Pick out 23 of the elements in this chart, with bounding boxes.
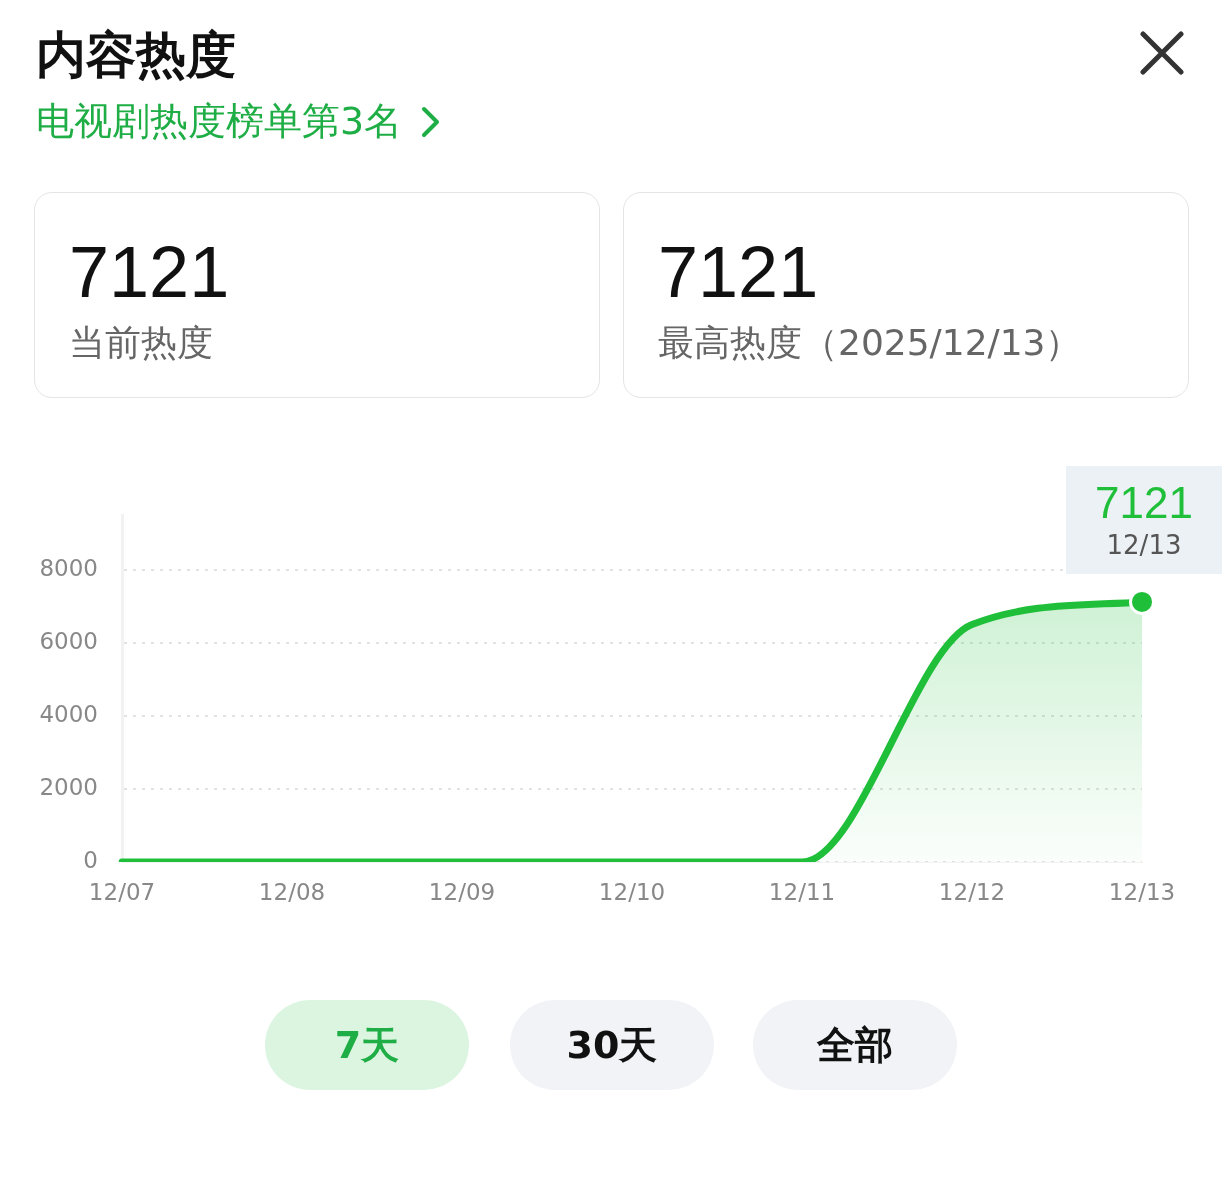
- text: 7121: [69, 231, 230, 313]
- x-tick-label: 12/08: [258, 878, 326, 905]
- x-tick-label: 12/11: [768, 878, 836, 905]
- annotation: 7121: [1095, 477, 1193, 527]
- x-tick-label: 12/10: [598, 878, 666, 905]
- x-tick-label: 12/09: [428, 878, 496, 905]
- text: 7天: [265, 1000, 469, 1090]
- y-tick-label: 0: [83, 846, 98, 873]
- chart-title: 内容热度: [36, 25, 236, 86]
- x-tick-label: 12/07: [88, 878, 156, 905]
- text: 30天: [510, 1000, 714, 1090]
- y-tick-label: 8000: [39, 554, 98, 581]
- y-tick-label: 4000: [39, 700, 98, 727]
- x-tick-label: 12/13: [1108, 878, 1176, 905]
- x-tick-label: 12/12: [938, 878, 1006, 905]
- text: 当前热度: [69, 321, 213, 365]
- text: 全部: [753, 1000, 957, 1090]
- chart-subtitle: 电视剧热度榜单第3名: [36, 98, 403, 145]
- y-tick-label: 6000: [39, 627, 98, 654]
- y-tick-label: 2000: [39, 773, 98, 800]
- text: 最高热度（2025/12/13）: [658, 321, 1082, 365]
- annotation: 12/13: [1106, 529, 1182, 560]
- text: 7121: [658, 231, 819, 313]
